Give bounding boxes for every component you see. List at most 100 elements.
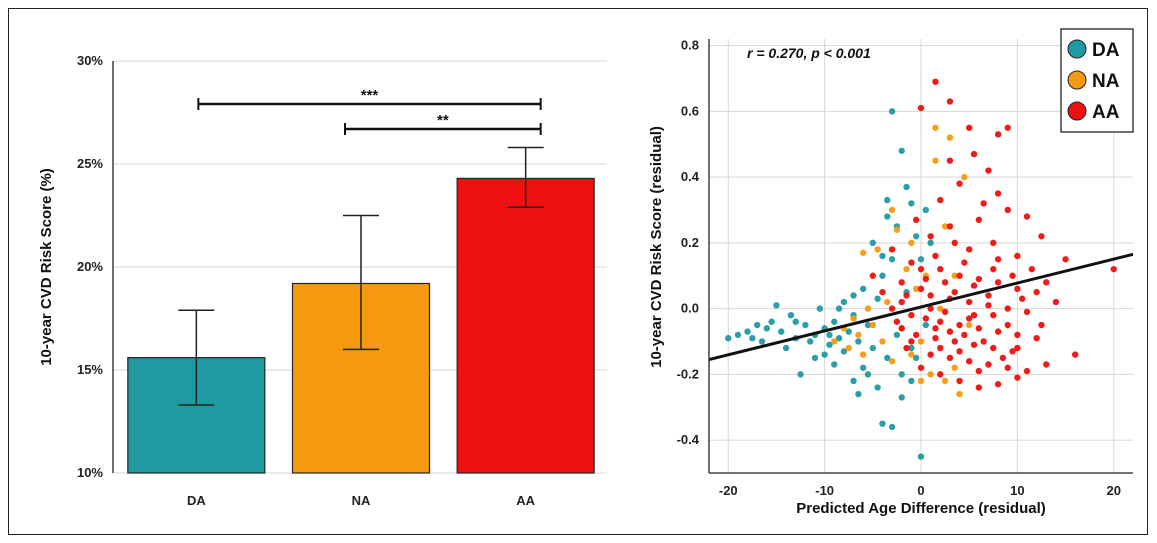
scatter-point-DA (758, 338, 766, 345)
scatter-point-NA (965, 321, 973, 329)
bar-x-tick-label-AA: AA (516, 493, 535, 508)
scatter-point-AA (985, 167, 992, 174)
scatter-point-AA (994, 381, 1002, 388)
scatter-point-DA (840, 348, 848, 355)
scatter-point-DA (912, 233, 920, 240)
scatter-point-AA (946, 328, 954, 335)
bar-y-tick-label: 25% (77, 156, 103, 171)
bar-series (127, 177, 595, 474)
scatter-point-NA (927, 371, 934, 378)
scatter-point-AA (898, 325, 905, 332)
scatter-point-NA (908, 239, 915, 247)
scatter-point-DA (850, 292, 857, 299)
scatter-point-AA (975, 216, 983, 224)
scatter-point-AA (932, 325, 939, 332)
scatter-point-AA (946, 223, 954, 230)
scatter-point-DA (725, 334, 732, 342)
legend-label-DA: DA (1092, 40, 1120, 61)
scatter-point-AA (903, 344, 910, 352)
legend-marker-AA (1067, 101, 1087, 121)
scatter-point-AA (937, 344, 944, 352)
scatter-point-DA (763, 325, 771, 332)
scatter-point-NA (917, 377, 925, 385)
scatter-point-NA (888, 358, 896, 365)
scatter-point-NA (941, 223, 949, 230)
legend-label-AA: AA (1092, 102, 1120, 123)
bar-y-tick-label: 10% (77, 465, 103, 480)
scatter-point-DA (821, 351, 828, 358)
scatter-point-DA (903, 183, 910, 191)
scatter-point-AA (1043, 279, 1050, 286)
scatter-point-DA (922, 321, 930, 329)
scatter-point-AA (975, 384, 983, 391)
scatter-point-AA (937, 196, 944, 204)
scatter-y-tick-label: 0.0 (681, 301, 699, 316)
scatter-y-ticks: -0.4 -0.2 0.0 0.2 0.4 0.6 0.8 (677, 38, 700, 448)
scatter-point-AA (917, 285, 925, 293)
scatter-point-DA (859, 364, 867, 371)
scatter-point-AA (970, 282, 978, 289)
scatter-point-AA (1023, 308, 1031, 316)
scatter-point-AA (917, 104, 925, 112)
scatter-point-DA (831, 318, 838, 325)
scatter-point-DA (753, 321, 761, 329)
scatter-point-AA (937, 318, 944, 325)
scatter-point-AA (898, 298, 905, 306)
scatter-point-DA (855, 390, 862, 398)
scatter-point-AA (908, 338, 915, 345)
scatter-point-DA (908, 377, 915, 385)
scatter-point-AA (994, 190, 1002, 197)
scatter-point-NA (864, 305, 872, 312)
scatter-point-AA (917, 364, 925, 371)
scatter-point-NA (951, 272, 958, 279)
scatter-series-DA (725, 108, 934, 460)
scatter-point-DA (884, 196, 891, 204)
scatter-point-DA (922, 206, 930, 214)
scatter-point-NA (859, 351, 867, 358)
scatter-point-DA (806, 338, 814, 345)
scatter-x-tick-label: -20 (719, 483, 738, 498)
scatter-point-AA (965, 246, 973, 253)
regression-line (708, 252, 1134, 362)
scatter-point-AA (912, 216, 920, 224)
scatter-x-tick-label: 10 (1010, 483, 1024, 498)
scatter-point-AA (932, 78, 939, 85)
scatter-point-NA (946, 134, 954, 141)
scatter-point-AA (1004, 321, 1011, 329)
scatter-point-AA (927, 351, 934, 358)
scatter-point-DA (893, 331, 901, 339)
scatter-point-DA (734, 331, 742, 339)
scatter-x-axis-label: Predicted Age Difference (residual) (796, 500, 1046, 517)
scatter-point-AA (1043, 361, 1050, 368)
scatter-x-tick-label: 0 (917, 483, 924, 498)
scatter-point-DA (912, 354, 920, 362)
scatter-point-AA (946, 354, 954, 362)
scatter-point-DA (879, 252, 886, 260)
scatter-point-NA (888, 206, 896, 214)
scatter-point-AA (985, 292, 992, 299)
scatter-point-AA (1033, 334, 1040, 342)
scatter-point-DA (778, 328, 785, 335)
scatter-point-AA (888, 246, 896, 253)
scatter-point-AA (946, 157, 954, 164)
scatter-point-AA (956, 321, 963, 329)
scatter-point-DA (908, 344, 915, 352)
scatter-point-NA (961, 173, 968, 181)
scatter-point-DA (917, 256, 925, 263)
scatter-point-DA (859, 285, 867, 293)
scatter-point-AA (927, 292, 934, 299)
scatter-y-tick-label: 0.8 (681, 38, 699, 53)
scatter-point-NA (932, 124, 939, 131)
scatter-point-DA (908, 200, 915, 207)
scatter-point-AA (932, 334, 939, 342)
scatter-point-AA (1004, 206, 1011, 214)
scatter-point-AA (990, 239, 997, 247)
scatter-point-DA (864, 371, 872, 378)
scatter-point-DA (802, 321, 809, 329)
scatter-y-tick-label: -0.2 (677, 366, 699, 381)
scatter-point-AA (1018, 295, 1026, 302)
scatter-point-AA (990, 344, 997, 352)
scatter-point-AA (956, 272, 963, 279)
figure-frame: *** ** 10% 15% 20% 25% 30% DA NA AA 10-year CVD… (8, 8, 1148, 535)
scatter-point-AA (1110, 265, 1117, 273)
